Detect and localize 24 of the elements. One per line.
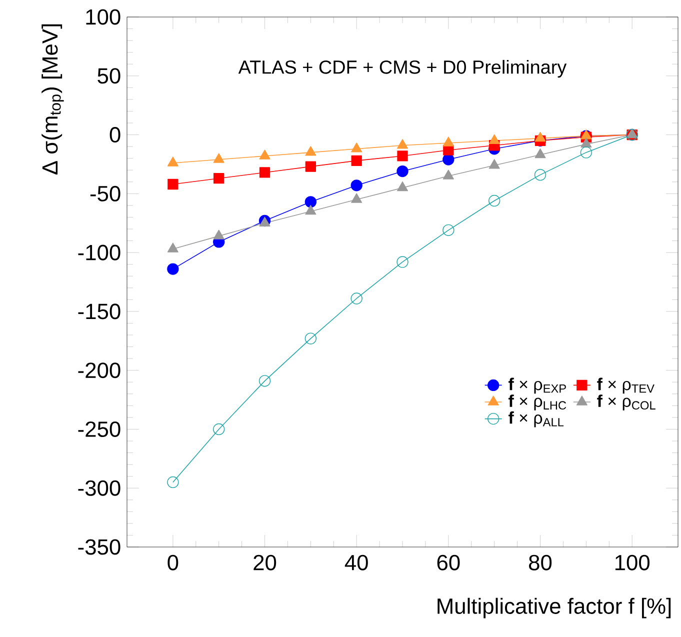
x-axis-title: Multiplicative factor f [%] (438, 598, 671, 618)
annotation: ATLAS + CDF + CMS + D0 Preliminary (238, 60, 567, 78)
y-tick-label: -200 (78, 362, 120, 378)
x-tick-label: 60 (437, 554, 460, 570)
y-tick-label: -300 (78, 480, 120, 496)
y-tick-label: -150 (78, 304, 120, 320)
y-tick-label: -250 (78, 421, 120, 437)
x-tick-label: 20 (254, 554, 276, 570)
y-tick-label: 0 (110, 127, 120, 143)
legend-label: f × ρ$_{ALL}$ (508, 411, 564, 428)
x-tick-label: 100 (615, 554, 650, 570)
legend-label: f × ρ$_{COL}$ (597, 394, 656, 410)
y-tick-label: 50 (98, 68, 120, 84)
legend-label: f × ρ$_{EXP}$ (508, 378, 566, 394)
x-tick-label: 80 (529, 554, 552, 570)
legend-label: f × ρ$_{LHC}$ (508, 394, 566, 410)
x-tick-label: 40 (344, 554, 368, 570)
legend-label: f × ρ$_{TEV}$ (597, 378, 654, 394)
y-axis-title: Δ σ(m$_{top}$) [MeV] (42, 24, 64, 174)
y-tick-label: 100 (86, 9, 120, 25)
x-tick-label: 0 (168, 554, 178, 570)
y-tick-label: -350 (78, 539, 120, 555)
y-tick-label: -100 (78, 244, 120, 260)
y-tick-label: -50 (90, 186, 120, 202)
